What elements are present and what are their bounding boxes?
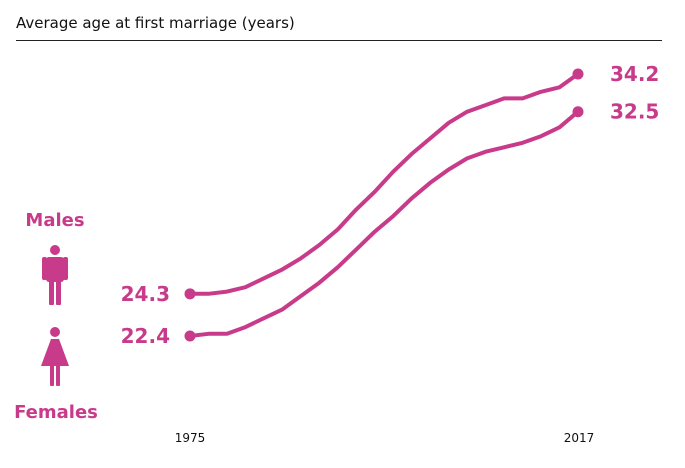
x-tick-1975: 1975 — [175, 431, 206, 445]
males-start-point — [184, 288, 196, 300]
females-series-line — [188, 109, 580, 338]
title-rule — [16, 40, 662, 41]
females-end-value-label: 32.5 — [610, 100, 659, 124]
x-tick-2017: 2017 — [564, 431, 595, 445]
females-label: Females — [14, 402, 98, 423]
female-figure-icon — [41, 327, 69, 386]
males-series-line — [188, 72, 580, 296]
males-end-value-label: 34.2 — [610, 62, 659, 86]
males-end-point — [572, 68, 584, 80]
male-figure-icon — [42, 245, 68, 305]
chart-title: Average age at first marriage (years) — [16, 14, 295, 32]
females-start-point — [184, 330, 196, 342]
males-start-value-label: 24.3 — [121, 282, 170, 306]
males-label: Males — [25, 210, 84, 231]
females-start-value-label: 22.4 — [121, 324, 170, 348]
females-end-point — [572, 106, 584, 118]
